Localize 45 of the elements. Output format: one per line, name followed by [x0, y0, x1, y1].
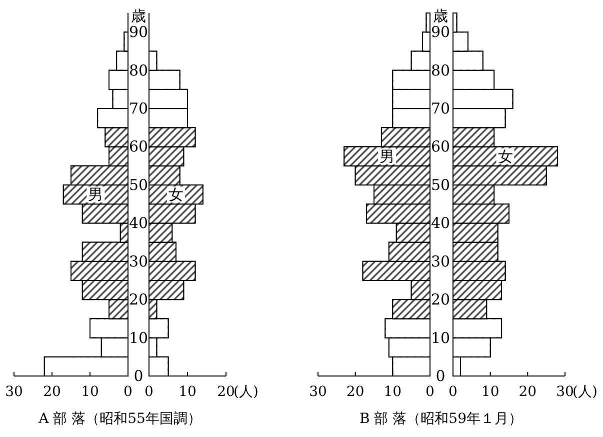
y-tick-label: 20: [128, 290, 148, 309]
y-tick-label: 50: [430, 176, 450, 194]
x-tick-label: 0: [124, 384, 132, 400]
x-label: (人): [572, 384, 598, 400]
title: A 部 落（昭和55年国調）: [38, 411, 202, 427]
y-tick-label: 90: [430, 23, 450, 42]
y-label: 歳: [131, 7, 146, 25]
x-tick-label: 0: [426, 384, 434, 400]
x-tick-label: 20: [217, 384, 235, 400]
y-tick-label: 30: [430, 252, 450, 270]
y-tick-label: 80: [430, 61, 450, 80]
x-tick-label: 0: [144, 384, 154, 400]
y-tick-label: 90: [128, 23, 148, 42]
series-name: 女: [498, 147, 513, 166]
y-tick-label: 70: [128, 100, 148, 118]
series-name: 女: [168, 186, 184, 204]
x-tick-label: 20: [346, 384, 364, 400]
y-tick-label: 50: [128, 176, 148, 194]
x-label: (人): [234, 384, 258, 400]
series-name: 男: [88, 186, 104, 204]
title: B 部 落（昭和59年１月）: [360, 411, 522, 427]
y-tick-label: 0: [134, 367, 144, 385]
y-label: 歳: [433, 7, 448, 25]
y-tick-label: 70: [430, 100, 450, 118]
y-tick-label: 40: [128, 214, 148, 232]
y-tick-label: 20: [430, 290, 450, 309]
y-tick-label: 60: [128, 138, 148, 156]
series-name: 男: [380, 147, 395, 166]
x-tick-label: 30: [309, 384, 327, 400]
y-tick-label: 40: [430, 214, 450, 232]
x-tick-label: 10: [81, 384, 99, 400]
y-tick-label: 0: [436, 367, 446, 385]
x-tick-label: 30: [556, 384, 574, 400]
y-tick-label: 30: [128, 252, 148, 270]
x-tick-label: 10: [384, 384, 402, 400]
x-tick-label: 20: [518, 384, 537, 400]
x-tick-label: 30: [5, 384, 23, 400]
x-tick-label: 20: [43, 384, 61, 400]
x-tick-label: 10: [481, 384, 500, 400]
y-tick-label: 80: [128, 61, 148, 80]
y-tick-label: 10: [128, 328, 148, 347]
y-tick-label: 10: [430, 328, 450, 347]
x-tick-label: 10: [178, 384, 196, 400]
x-tick-label: 0: [448, 384, 458, 400]
y-tick-label: 60: [430, 138, 450, 156]
